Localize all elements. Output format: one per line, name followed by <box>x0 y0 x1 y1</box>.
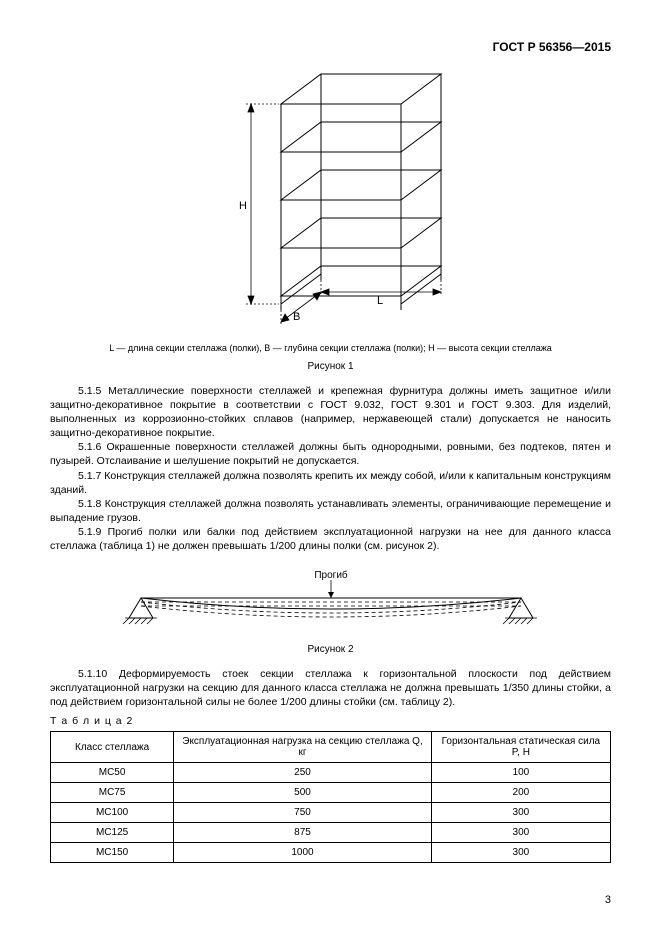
page-number: 3 <box>605 894 611 906</box>
table-cell: 100 <box>431 763 610 783</box>
table-cell: 750 <box>174 803 432 823</box>
table-cell: 300 <box>431 803 610 823</box>
table-cell: 300 <box>431 823 610 843</box>
para-519: 5.1.9 Прогиб полки или балки под действи… <box>50 525 611 553</box>
figure-2-diagram: Прогиб <box>111 568 551 638</box>
table-2: Класс стеллажа Эксплуатационная нагрузка… <box>50 731 611 863</box>
table-header-cell: Горизонтальная статическая сила P, Н <box>431 732 610 763</box>
table-cell: 875 <box>174 823 432 843</box>
table-row: МС50 250 100 <box>51 763 611 783</box>
table-row: Класс стеллажа Эксплуатационная нагрузка… <box>51 732 611 763</box>
table-row: МС150 1000 300 <box>51 843 611 863</box>
table-row: МС75 500 200 <box>51 783 611 803</box>
table-cell: 300 <box>431 843 610 863</box>
table-cell: МС125 <box>51 823 174 843</box>
table-cell: 250 <box>174 763 432 783</box>
table-cell: 500 <box>174 783 432 803</box>
para-5110: 5.1.10 Деформируемость стоек секции стел… <box>50 667 611 710</box>
table-cell: МС50 <box>51 763 174 783</box>
figure-1-label: Рисунок 1 <box>50 361 611 372</box>
table-header-cell: Класс стеллажа <box>51 732 174 763</box>
para-517: 5.1.7 Конструкция стеллажей должна позво… <box>50 469 611 497</box>
dim-label-h: H <box>239 200 247 212</box>
para-518: 5.1.8 Конструкция стеллажей должна позво… <box>50 497 611 525</box>
body-text-block: 5.1.5 Металлические поверхности стеллаже… <box>50 384 611 554</box>
figure-1-caption: L — длина секции стеллажа (полки), B — г… <box>50 342 611 355</box>
dim-label-b: B <box>293 311 300 323</box>
table-cell: 1000 <box>174 843 432 863</box>
para-515: 5.1.5 Металлические поверхности стеллаже… <box>50 384 611 441</box>
body-text-block-2: 5.1.10 Деформируемость стоек секции стел… <box>50 667 611 710</box>
table-2-label: Т а б л и ц а 2 <box>50 715 611 727</box>
table-row: МС125 875 300 <box>51 823 611 843</box>
figure-1-diagram: H B L <box>191 64 471 334</box>
table-cell: МС100 <box>51 803 174 823</box>
table-cell: МС75 <box>51 783 174 803</box>
figure-2-label: Рисунок 2 <box>50 644 611 655</box>
table-row: МС100 750 300 <box>51 803 611 823</box>
dim-label-l: L <box>377 295 383 307</box>
figure-2-annotation: Прогиб <box>314 569 348 581</box>
table-header-cell: Эксплуатационная нагрузка на секцию стел… <box>174 732 432 763</box>
table-cell: МС150 <box>51 843 174 863</box>
doc-code: ГОСТ Р 56356—2015 <box>50 40 611 54</box>
table-cell: 200 <box>431 783 610 803</box>
para-516: 5.1.6 Окрашенные поверхности стеллажей д… <box>50 440 611 468</box>
